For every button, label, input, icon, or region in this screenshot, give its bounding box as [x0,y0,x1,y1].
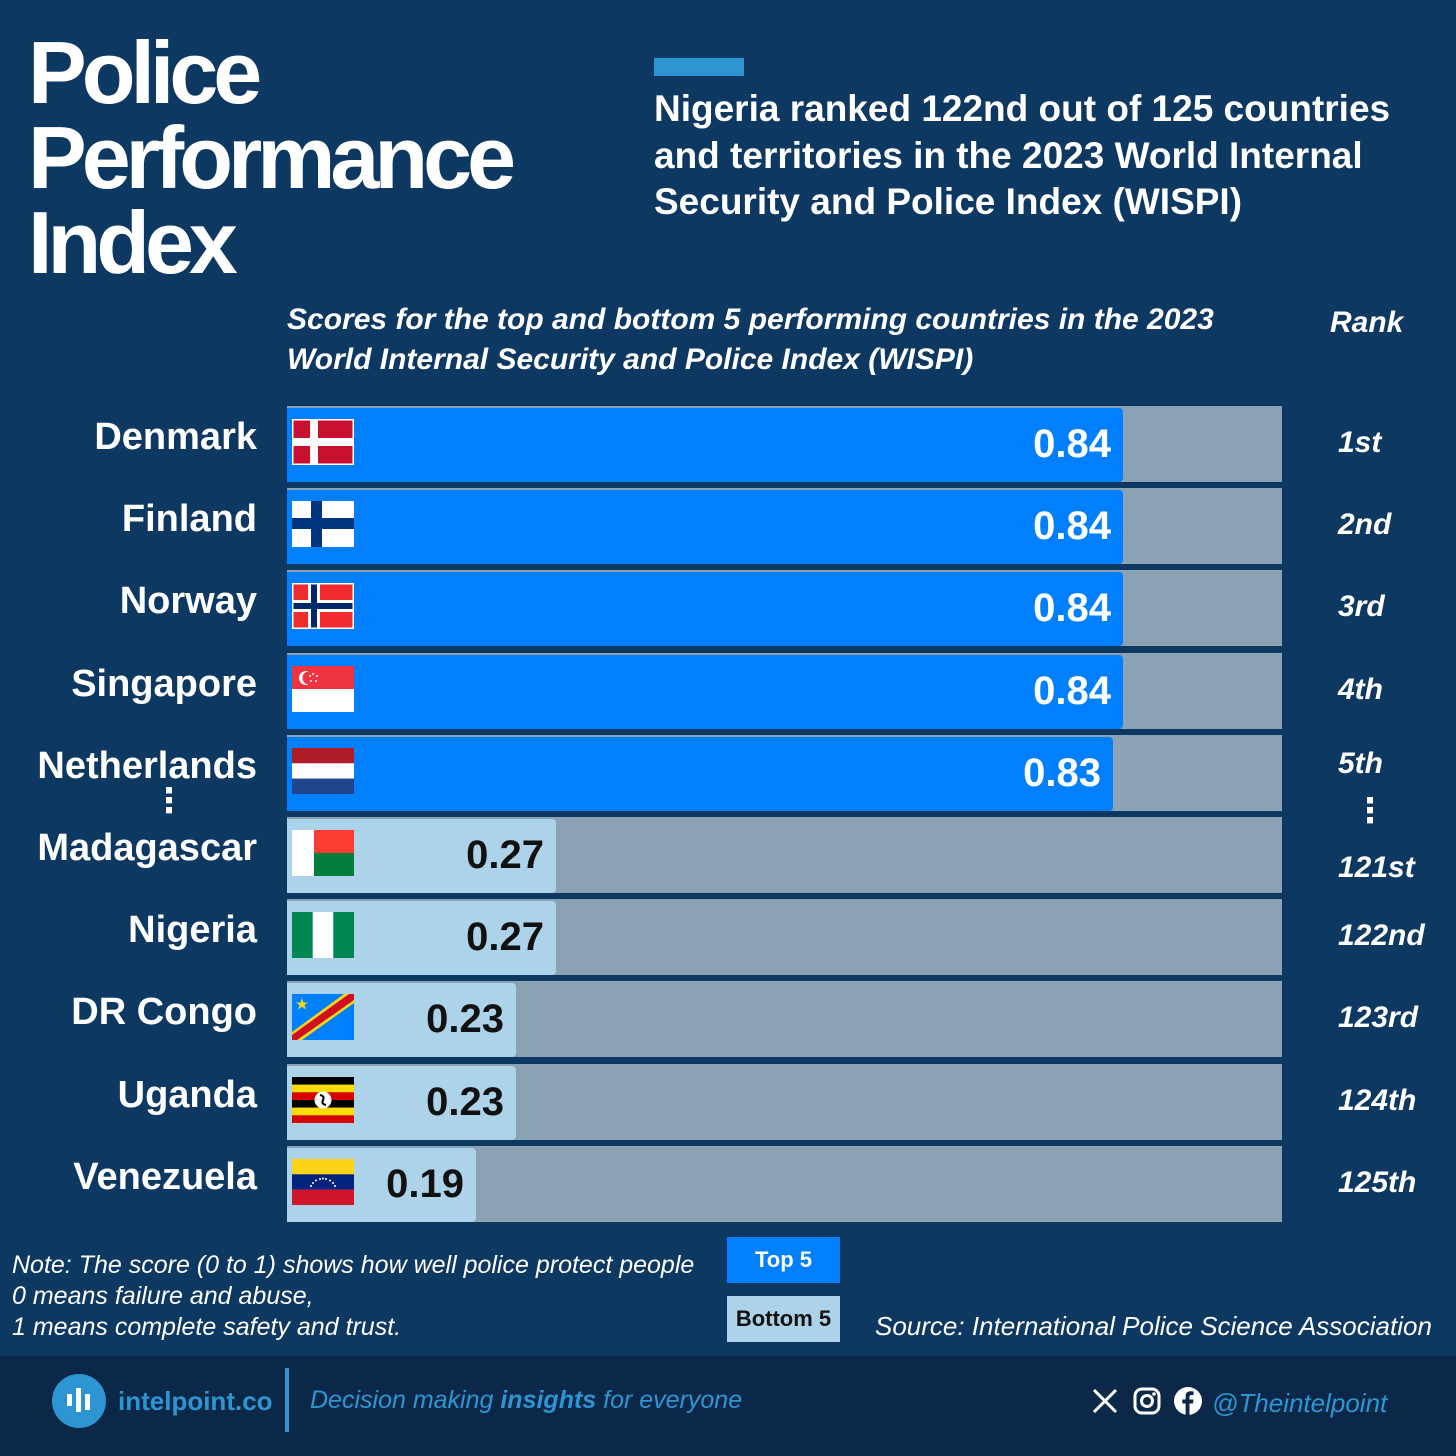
bar: 0.83 [287,736,1113,811]
chart-row: Singapore 0.84 4th [0,652,1456,729]
intelpoint-logo-icon [52,1374,106,1428]
chart-row: Denmark 0.84 1st [0,406,1456,482]
data-label: 0.84 [1033,586,1111,631]
rank-label: 123rd [1338,1001,1419,1035]
rank-ellipsis: ⋮ [1353,792,1387,830]
note: Note: The score (0 to 1) shows how well … [12,1250,712,1343]
headline: Nigeria ranked 122nd out of 125 countrie… [654,88,1391,222]
footer-divider [285,1368,289,1432]
note-line-3: 1 means complete safety and trust. [12,1313,402,1341]
title-line-2: Performance [28,108,516,207]
nigeria-flag-icon [292,912,354,959]
chart-row: Madagascar 0.27 121st [0,817,1456,893]
chart-row: Venezuela 0.19 125th [0,1145,1456,1222]
data-label: 0.23 [426,997,504,1042]
tagline-post: for everyone [596,1386,743,1414]
denmark-flag-icon [290,417,356,467]
country-ellipsis: ⋮ [152,782,186,820]
facebook-icon[interactable] [1173,1386,1203,1416]
instagram-icon[interactable] [1132,1386,1162,1416]
tagline-pre: Decision making [310,1386,501,1414]
social-handle[interactable]: @Theintelpoint [1212,1388,1388,1418]
rank-label: 1st [1338,426,1382,459]
venezuela-flag-icon [292,1158,354,1205]
country-label: Singapore [71,662,257,705]
tagline-bold: insights [500,1386,597,1414]
bar: 0.84 [287,572,1123,647]
rank-label: 3rd [1338,590,1385,624]
norway-flag-icon [290,581,356,631]
country-label: Norway [119,580,257,623]
chart-subtitle: Scores for the top and bottom 5 performi… [287,303,1214,376]
chart-row: Netherlands 0.83 5th [0,734,1456,811]
chart-row: Nigeria 0.27 122nd [0,899,1456,976]
data-label: 0.84 [1033,668,1111,713]
country-label: Nigeria [128,909,257,952]
rank-label: 122nd [1338,919,1425,953]
title-line-3: Index [28,193,238,292]
source-credit: Source: International Police Science Ass… [875,1311,1432,1341]
chart-row: Uganda 0.23 124th [0,1063,1456,1140]
chart-row: Finland 0.84 2nd [0,488,1456,565]
madagascar-flag-icon [292,830,354,876]
bar: 0.19 [287,1147,476,1222]
country-label: Madagascar [37,827,257,869]
uganda-flag-icon [292,1076,354,1123]
finland-flag-icon [292,501,354,548]
data-label: 0.83 [1023,750,1101,795]
country-label: Netherlands [37,744,257,787]
note-line-2: 0 means failure and abuse, [12,1282,314,1310]
singapore-flag-icon [292,665,354,712]
x-icon[interactable] [1090,1386,1120,1416]
data-label: 0.84 [1033,422,1111,466]
bar: 0.84 [287,490,1123,565]
headline-accent-bar [654,58,744,76]
country-label: Uganda [117,1073,257,1116]
data-label: 0.84 [1033,504,1111,549]
data-label: 0.27 [466,833,544,877]
brand-link[interactable]: intelpoint.co [118,1386,273,1416]
page-title: Police Performance Index [28,23,516,292]
data-label: 0.19 [386,1161,464,1206]
legend-bottom-5: Bottom 5 [727,1296,840,1342]
country-label: DR Congo [71,991,257,1034]
country-label: Denmark [94,416,257,458]
note-line-1: Note: The score (0 to 1) shows how well … [12,1251,695,1279]
chart-row: DR Congo 0.23 123rd [0,981,1456,1058]
country-label: Venezuela [73,1155,257,1198]
rank-label: 124th [1338,1083,1417,1117]
rank-label: 2nd [1338,508,1392,542]
rank-label: 121st [1338,851,1415,884]
netherlands-flag-icon [292,747,354,794]
data-label: 0.23 [426,1079,504,1124]
rank-label: 125th [1338,1165,1417,1199]
tagline: Decision making insights for everyone [310,1386,742,1415]
rank-column-header: Rank [1330,306,1404,339]
data-label: 0.27 [466,915,544,960]
chart-row: Norway 0.84 3rd [0,570,1456,647]
rank-label: 5th [1338,746,1383,780]
bar: 0.84 [287,654,1123,729]
legend-top-5: Top 5 [727,1237,840,1283]
title-line-1: Police [28,23,262,122]
country-label: Finland [121,498,257,541]
footer: intelpoint.co Decision making insights f… [0,1356,1456,1456]
bar: 0.23 [287,1065,516,1140]
bar: 0.27 [287,901,556,976]
bar: 0.84 [287,408,1123,482]
rank-label: 4th [1338,672,1383,706]
dr-congo-flag-icon [292,994,354,1041]
